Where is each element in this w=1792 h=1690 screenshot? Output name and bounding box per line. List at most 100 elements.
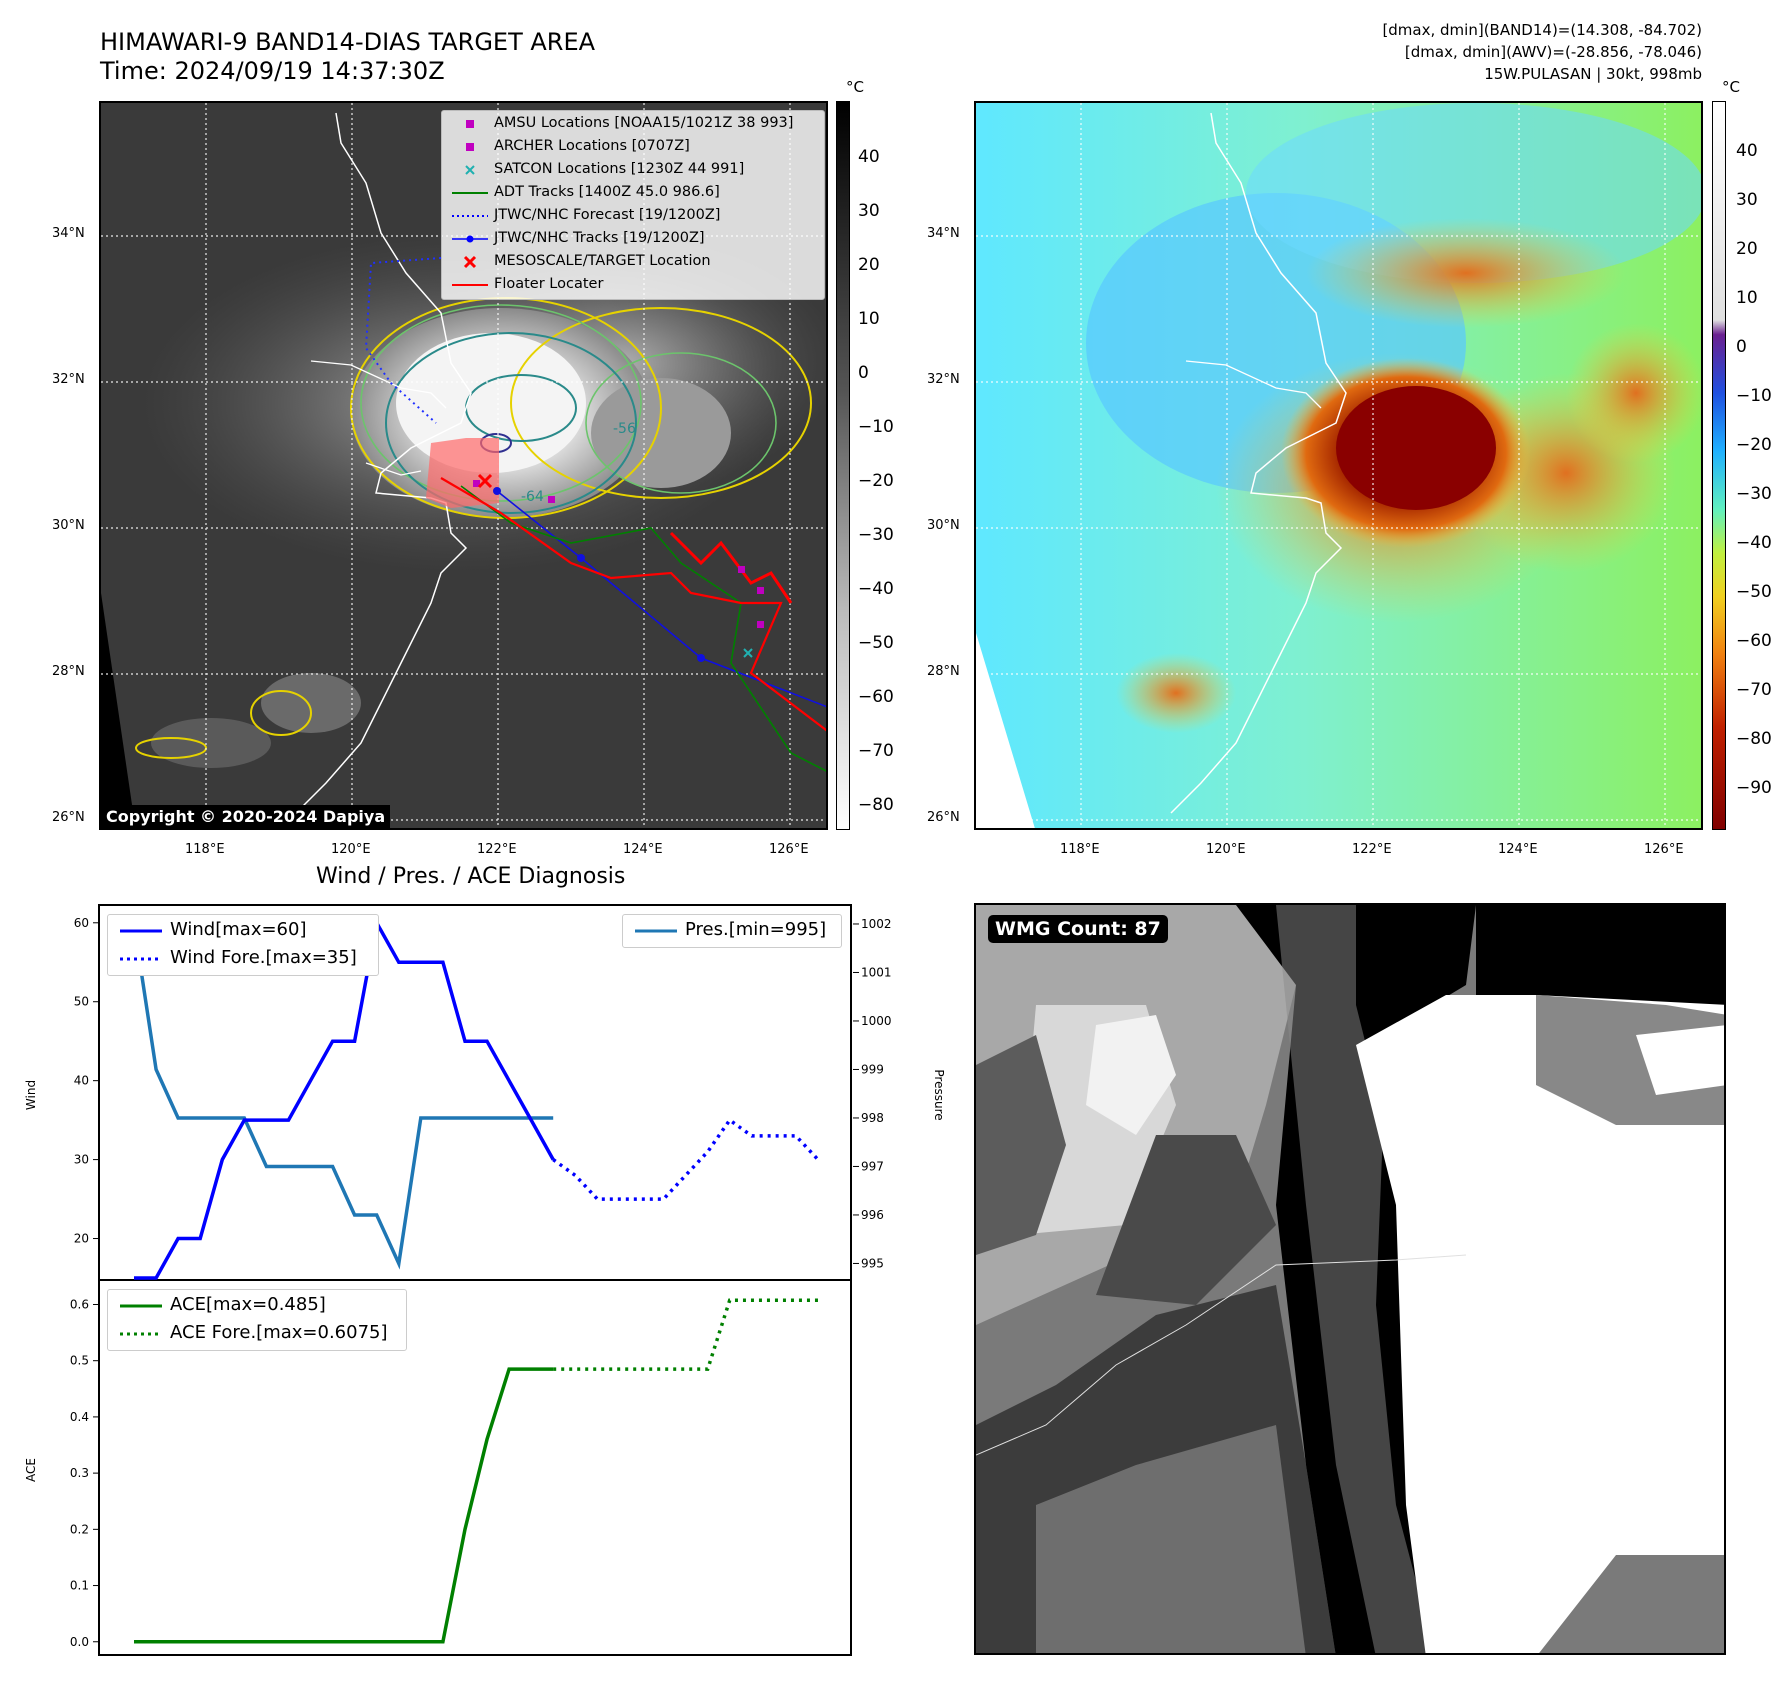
lon-tick: 118°E [1060, 842, 1100, 857]
colorbar-tick-label: 40 [1736, 141, 1758, 161]
pressure-series-line [132, 923, 554, 1270]
wmg-panel: WMG Count: 87 [974, 903, 1726, 1655]
colorbar-tick-label: −40 [1736, 533, 1772, 553]
x-marker-icon [465, 165, 475, 175]
colorbar-tick-label: −30 [1736, 484, 1772, 504]
wmg-image [976, 905, 1724, 1653]
lon-tick: 124°E [623, 842, 663, 857]
colorbar-tick-label: −50 [858, 633, 894, 653]
wind-legend: Wind[max=60] Wind Fore.[max=35] [107, 914, 379, 976]
pressure-tick-label: 1000 [861, 1014, 892, 1028]
lon-tick: 120°E [1206, 842, 1246, 857]
x-marker-icon [463, 255, 477, 269]
colorbar-tick-label: −80 [858, 795, 894, 815]
contour-label-56: -56 [613, 421, 636, 437]
figure-title: HIMAWARI-9 BAND14-DIAS TARGET AREA [100, 28, 596, 56]
legend-label: ARCHER Locations [0707Z] [494, 138, 690, 154]
wind-tick-label: 20 [74, 1232, 89, 1246]
colorbar-tick-label: −10 [1736, 386, 1772, 406]
pressure-tick-label: 1002 [861, 917, 892, 931]
legend-label: ACE Fore.[max=0.6075] [170, 1322, 388, 1343]
ir-colorbar [836, 101, 850, 830]
wv-colorbar-unit: °C [1722, 78, 1740, 96]
header-awv-range: [dmax, dmin](AWV)=(-28.856, -78.046) [1404, 43, 1702, 61]
lat-tick: 34°N [927, 226, 960, 241]
legend-label: Wind Fore.[max=35] [170, 947, 357, 968]
lat-tick: 32°N [927, 372, 960, 387]
wind-tick-label: 30 [74, 1153, 89, 1167]
ir-map-panel: -56 -64 AMSU Locations [NOAA15/1021Z 38 … [99, 101, 828, 830]
colorbar-tick-label: 30 [858, 201, 880, 221]
wind-tick-label: 60 [74, 916, 89, 930]
colorbar-tick-label: −20 [858, 471, 894, 491]
lon-tick: 126°E [769, 842, 809, 857]
pressure-legend: Pres.[min=995] [622, 914, 842, 948]
lon-tick: 122°E [477, 842, 517, 857]
ace-tick-label: 0.5 [70, 1354, 89, 1368]
map-legend: AMSU Locations [NOAA15/1021Z 38 993] ARC… [441, 110, 825, 300]
pressure-axis-label: Pressure [932, 1069, 946, 1120]
colorbar-tick-label: −10 [858, 417, 894, 437]
colorbar-tick-label: −80 [1736, 729, 1772, 749]
lat-tick: 30°N [927, 518, 960, 533]
pressure-tick-label: 999 [861, 1062, 884, 1076]
wind-axis-label: Wind [24, 1080, 38, 1110]
dotted-line-icon [452, 215, 488, 217]
colorbar-tick-label: 30 [1736, 190, 1758, 210]
pressure-tick-label: 1001 [861, 965, 892, 979]
pressure-tick-label: 995 [861, 1256, 884, 1270]
square-marker-icon [466, 120, 474, 128]
legend-label: MESOSCALE/TARGET Location [494, 253, 711, 269]
colorbar-tick-label: 0 [1736, 337, 1747, 357]
colorbar-tick-label: 0 [858, 363, 869, 383]
line-icon [452, 192, 488, 194]
lon-tick: 118°E [185, 842, 225, 857]
ace-tick-label: 0.0 [70, 1635, 89, 1649]
colorbar-tick-label: −30 [858, 525, 894, 545]
ace-series-line [134, 1367, 554, 1644]
wind-tick-label: 40 [74, 1074, 89, 1088]
pressure-tick-label: 996 [861, 1208, 884, 1222]
lat-tick: 28°N [927, 664, 960, 679]
wv-colorbar [1712, 101, 1726, 830]
ace-tick-label: 0.4 [70, 1410, 89, 1424]
lat-tick: 34°N [52, 226, 85, 241]
legend-label: SATCON Locations [1230Z 44 991] [494, 161, 745, 177]
dotted-line-icon [120, 1332, 162, 1336]
legend-label: Wind[max=60] [170, 919, 307, 940]
wmg-count-badge: WMG Count: 87 [988, 915, 1168, 943]
line-icon [120, 1304, 162, 1308]
lon-tick: 126°E [1644, 842, 1684, 857]
pressure-tick-label: 997 [861, 1159, 884, 1173]
colorbar-tick-label: 10 [1736, 288, 1758, 308]
ace-tick-label: 0.3 [70, 1466, 89, 1480]
ace-tick-label: 0.1 [70, 1579, 89, 1593]
colorbar-tick-label: 40 [858, 147, 880, 167]
wv-map-panel [974, 101, 1703, 830]
copyright-notice: Copyright © 2020-2024 Dapiya [101, 805, 391, 828]
colorbar-tick-label: 10 [858, 309, 880, 329]
lat-tick: 26°N [52, 810, 85, 825]
legend-label: JTWC/NHC Forecast [19/1200Z] [494, 207, 721, 223]
line-dot-icon [452, 235, 488, 243]
lon-tick: 124°E [1498, 842, 1538, 857]
line-icon [452, 284, 488, 286]
dotted-line-icon [120, 957, 162, 961]
header-storm-info: 15W.PULASAN | 30kt, 998mb [1484, 65, 1702, 83]
colorbar-tick-label: 20 [1736, 239, 1758, 259]
wind-series-line [134, 917, 555, 1280]
colorbar-tick-label: 20 [858, 255, 880, 275]
wind-forecast-series-line [552, 1117, 820, 1201]
line-icon [635, 929, 677, 933]
colorbar-tick-label: −20 [1736, 435, 1772, 455]
lon-tick: 120°E [331, 842, 371, 857]
colorbar-tick-label: −60 [1736, 631, 1772, 651]
colorbar-tick-label: −40 [858, 579, 894, 599]
legend-label: Pres.[min=995] [685, 919, 827, 940]
line-icon [120, 929, 162, 933]
figure-timestamp: Time: 2024/09/19 14:37:30Z [100, 57, 445, 85]
wind-tick-label: 50 [74, 995, 89, 1009]
contour-label-64: -64 [521, 489, 544, 505]
ace-legend: ACE[max=0.485] ACE Fore.[max=0.6075] [107, 1289, 407, 1351]
diagnosis-chart: 20 30 40 50 60 995 996 997 998 999 1000 1001 1002 0.0… [24, 904, 946, 1656]
